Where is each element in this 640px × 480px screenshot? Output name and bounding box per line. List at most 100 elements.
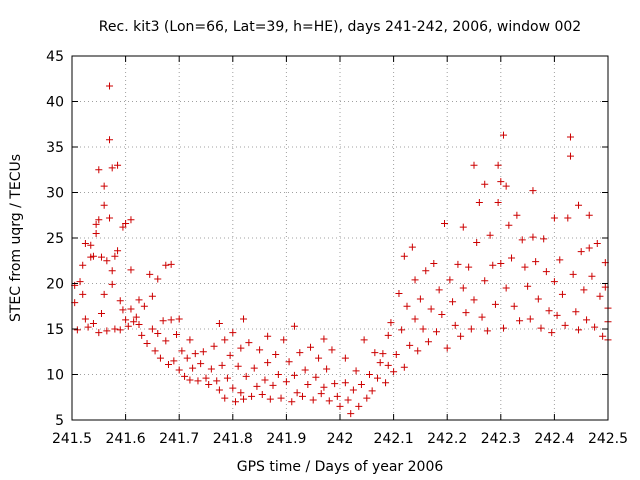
data-point [497,259,505,267]
data-point [307,343,315,351]
data-point [256,346,264,354]
data-point [116,326,124,334]
data-point [360,336,368,344]
data-point [285,358,293,366]
data-point [451,321,459,329]
data-point [585,244,593,252]
data-point [108,267,116,275]
data-point [510,302,518,310]
data-point [521,263,529,271]
data-point [79,261,87,269]
data-point [365,371,373,378]
data-point [384,331,392,339]
data-point [347,410,355,418]
data-point [95,166,103,174]
data-point [427,305,435,313]
data-point [331,380,339,388]
data-point [575,326,583,334]
data-point [529,233,537,241]
data-point [336,402,344,410]
data-point [499,131,507,139]
data-point [116,297,124,305]
data-point [156,354,164,362]
data-point [114,161,122,169]
x-tick-label: 241.6 [106,431,146,447]
data-point [186,376,194,384]
data-point [416,295,424,303]
y-tick-label: 35 [46,140,64,156]
data-point [237,389,245,397]
data-point [215,386,223,394]
data-point [312,373,320,381]
data-point [167,260,175,268]
data-point [290,371,298,379]
data-point [237,344,245,352]
data-point [223,374,231,382]
data-point [73,326,81,334]
data-point [226,351,234,359]
data-point [550,278,558,286]
data-point [274,371,282,378]
y-tick-label: 20 [46,277,64,293]
x-tick-label: 241.8 [213,431,253,447]
data-point [248,392,256,400]
data-point [328,346,336,354]
data-point [146,270,154,278]
data-point [245,339,253,347]
data-point [459,223,467,231]
data-point [167,316,175,324]
data-point [441,219,449,227]
data-point [95,329,103,337]
data-point [357,381,365,389]
data-point [189,364,197,372]
data-point [89,252,97,260]
data-point [558,290,566,298]
data-point [591,323,599,331]
data-point [250,364,258,372]
data-point [537,324,545,332]
data-point [564,214,572,222]
data-point [296,349,304,357]
data-point [524,282,532,290]
data-point [454,260,462,268]
data-point [566,152,574,160]
x-tick-label: 242 [327,431,354,447]
data-point [315,354,323,362]
data-point [81,315,89,323]
data-point [588,272,596,280]
data-point [376,359,384,367]
data-point [148,325,156,333]
data-point [277,394,285,402]
data-point [197,360,205,368]
data-point [443,344,451,352]
data-point [526,315,534,323]
data-point [400,252,408,260]
data-point [127,305,135,313]
data-point [561,321,569,329]
data-point [566,133,574,141]
data-point [513,211,521,219]
data-point [130,318,138,326]
data-point [317,390,325,398]
data-point [542,268,550,276]
data-point [398,326,406,334]
data-point [430,259,438,267]
data-point [229,384,237,392]
data-point [242,372,250,380]
x-axis-label: GPS time / Days of year 2006 [237,459,444,475]
data-point [583,316,591,324]
y-tick-label: 10 [46,368,64,384]
data-point [341,354,349,362]
data-point [111,252,119,260]
data-point [540,235,548,243]
data-point [261,376,269,384]
data-point [154,330,162,338]
data-point [231,398,239,406]
data-point [178,347,186,355]
x-tick-label: 242.5 [588,431,628,447]
data-point [475,199,483,207]
data-point [532,258,540,266]
data-point [127,266,135,274]
data-point [162,261,170,269]
